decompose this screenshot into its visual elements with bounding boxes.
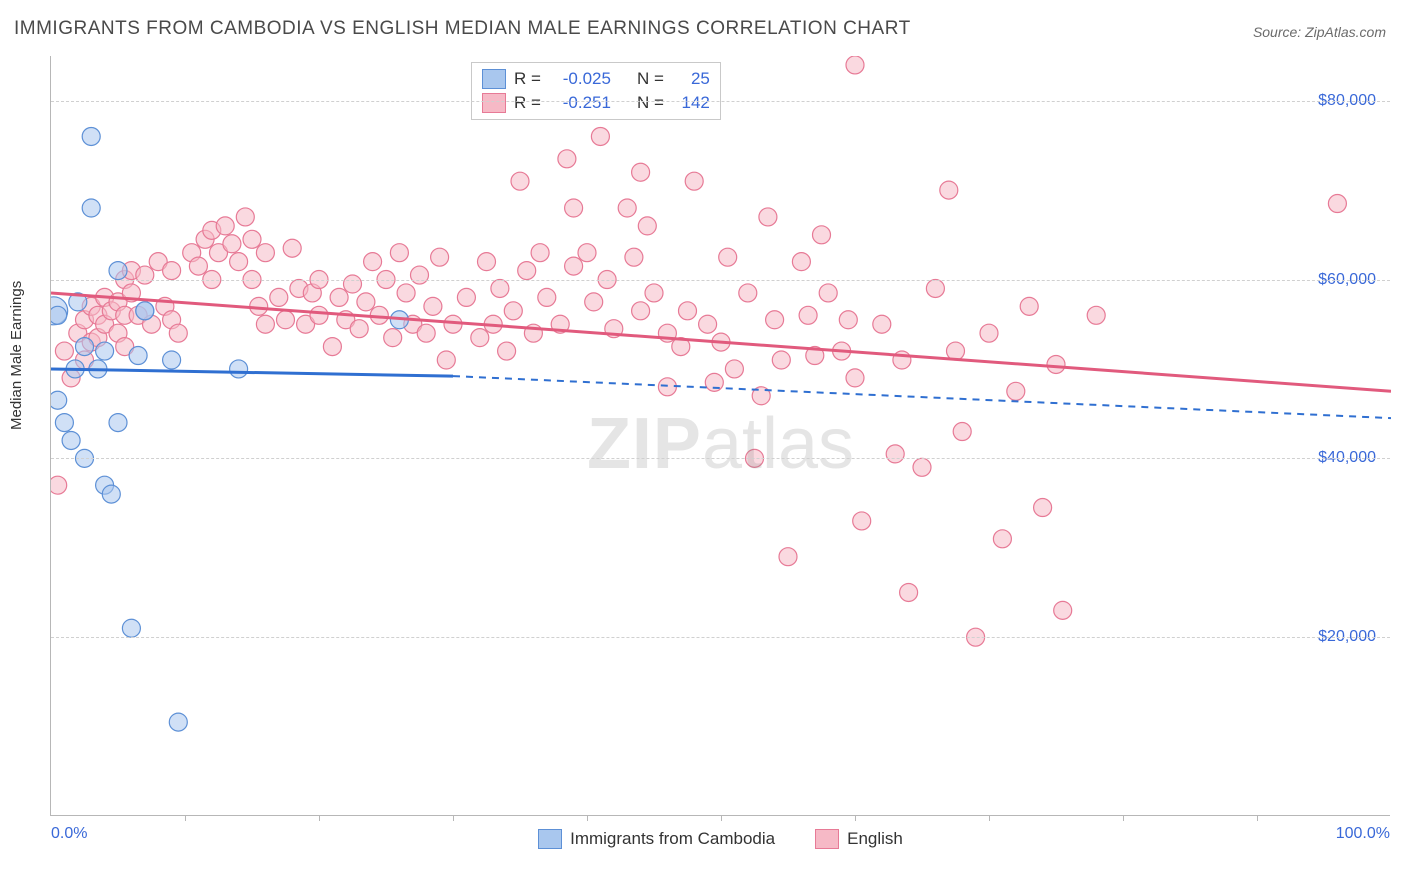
x-tick-30 [453, 815, 454, 821]
legend-name-b: English [847, 829, 903, 849]
x-tick-40 [587, 815, 588, 821]
legend-swatch-a2 [538, 829, 562, 849]
x-tick-50 [721, 815, 722, 821]
x-tick-10 [185, 815, 186, 821]
chart-svg [51, 56, 1391, 816]
legend-n-label-a: N = [637, 67, 664, 91]
gridline-20000 [51, 637, 1390, 638]
chart-plot-area: ZIPatlas R = -0.025 N = 25 R = -0.251 N … [50, 56, 1390, 816]
legend-n-value-b: 142 [672, 91, 710, 115]
legend-n-value-a: 25 [672, 67, 710, 91]
legend-stats-row-b: R = -0.251 N = 142 [482, 91, 710, 115]
legend-item-a: Immigrants from Cambodia [538, 829, 775, 849]
legend-r-value-b: -0.251 [549, 91, 611, 115]
legend-r-label-b: R = [514, 91, 541, 115]
legend-swatch-b2 [815, 829, 839, 849]
gridline-80000 [51, 101, 1390, 102]
legend-name-a: Immigrants from Cambodia [570, 829, 775, 849]
x-tick-90 [1257, 815, 1258, 821]
x-tick-70 [989, 815, 990, 821]
legend-r-value-a: -0.025 [549, 67, 611, 91]
legend-n-label-b: N = [637, 91, 664, 115]
x-tick-80 [1123, 815, 1124, 821]
source-value: ZipAtlas.com [1305, 24, 1386, 40]
source-attribution: Source: ZipAtlas.com [1253, 24, 1386, 40]
legend-stats: R = -0.025 N = 25 R = -0.251 N = 142 [471, 62, 721, 120]
legend-stats-row-a: R = -0.025 N = 25 [482, 67, 710, 91]
legend-series: Immigrants from Cambodia English [51, 829, 1390, 849]
legend-swatch-b [482, 93, 506, 113]
x-tick-20 [319, 815, 320, 821]
chart-title: IMMIGRANTS FROM CAMBODIA VS ENGLISH MEDI… [14, 18, 911, 40]
x-tick-60 [855, 815, 856, 821]
source-label: Source: [1253, 24, 1301, 40]
legend-swatch-a [482, 69, 506, 89]
gridline-60000 [51, 280, 1390, 281]
legend-item-b: English [815, 829, 903, 849]
gridline-40000 [51, 458, 1390, 459]
legend-r-label-a: R = [514, 67, 541, 91]
y-axis-label: Median Male Earnings [8, 281, 25, 430]
